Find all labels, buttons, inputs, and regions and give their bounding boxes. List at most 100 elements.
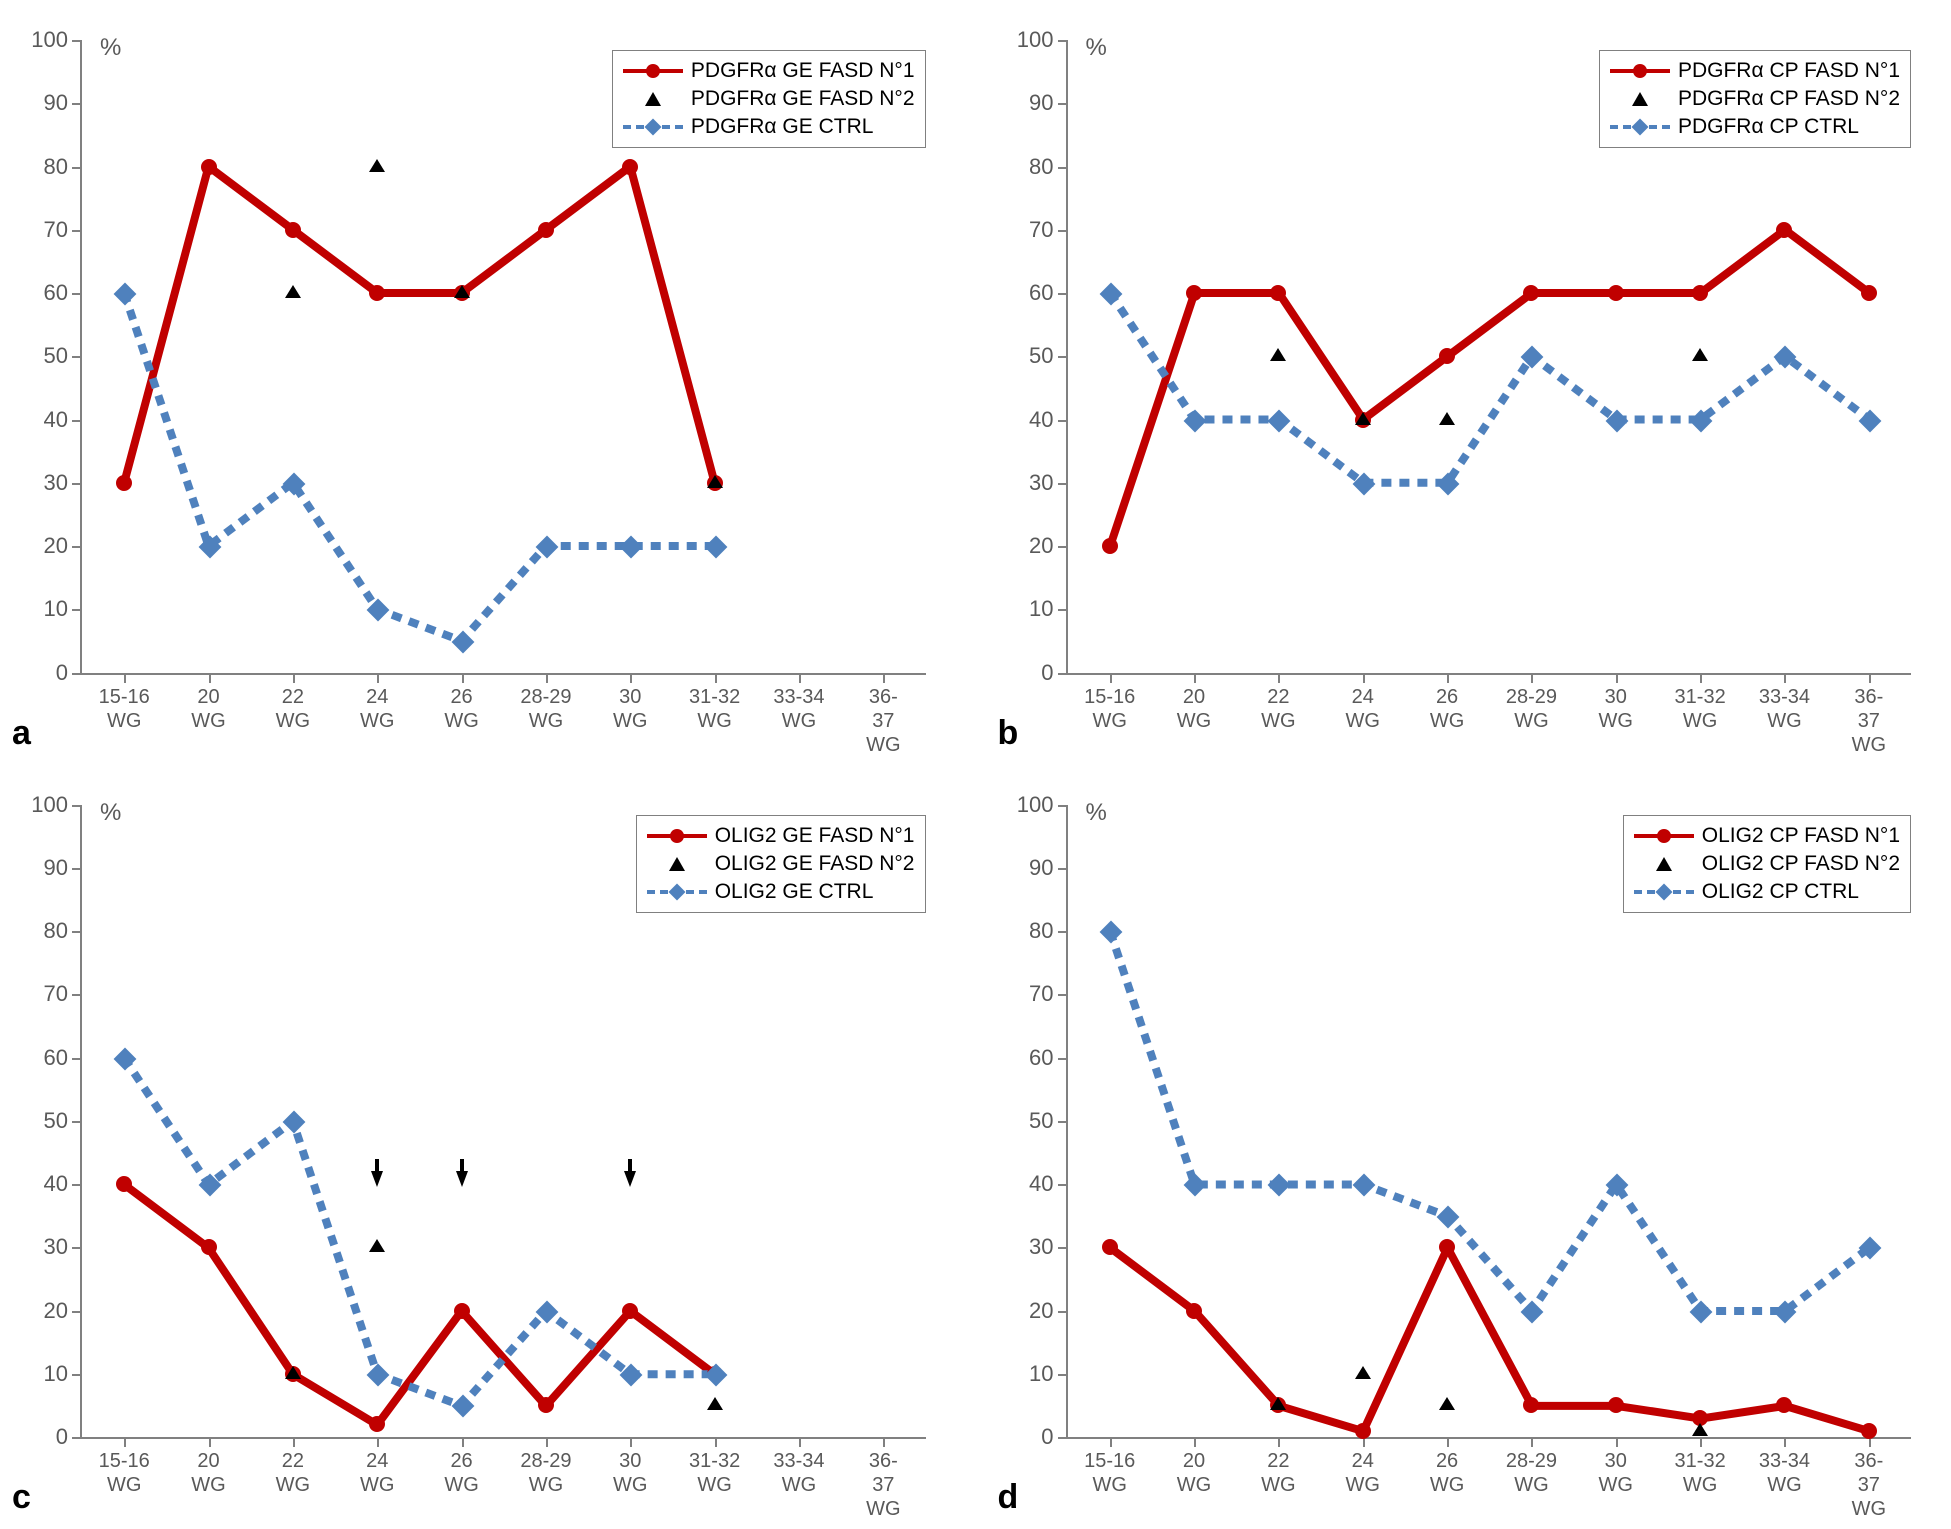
y-tick <box>72 673 80 675</box>
x-axis-label: 30 WG <box>1599 685 1633 733</box>
panel-label-d: d <box>998 1478 1019 1517</box>
marker-triangle <box>1355 412 1371 425</box>
x-tick <box>1616 675 1618 683</box>
x-tick <box>799 1439 801 1447</box>
y-axis-label: 60 <box>1029 280 1053 306</box>
legend-swatch <box>1634 880 1694 904</box>
x-tick <box>209 1439 211 1447</box>
y-axis-label: 100 <box>1017 27 1054 53</box>
marker-circle <box>1102 1239 1118 1255</box>
x-tick <box>1194 675 1196 683</box>
y-tick <box>72 1058 80 1060</box>
marker-circle <box>1861 285 1877 301</box>
y-tick <box>72 103 80 105</box>
marker-circle <box>538 222 554 238</box>
x-axis-label: 20 WG <box>1177 685 1211 733</box>
legend-swatch <box>623 59 683 83</box>
y-tick <box>1058 1121 1066 1123</box>
legend-item: OLIG2 CP FASD N°2 <box>1634 850 1900 878</box>
y-axis-label: 70 <box>44 217 68 243</box>
marker-circle <box>1186 1303 1202 1319</box>
y-tick <box>72 609 80 611</box>
y-axis-label: 100 <box>31 792 68 818</box>
y-tick <box>72 1437 80 1439</box>
marker-circle <box>285 222 301 238</box>
x-tick <box>1869 1439 1871 1447</box>
y-axis-label: 90 <box>1029 90 1053 116</box>
y-tick <box>72 483 80 485</box>
y-tick <box>1058 805 1066 807</box>
x-axis-label: 31-32 WG <box>689 685 740 733</box>
marker-circle <box>1355 1423 1371 1439</box>
x-tick <box>715 1439 717 1447</box>
y-axis-label: 30 <box>44 1234 68 1260</box>
marker-triangle <box>1270 348 1286 361</box>
marker-triangle <box>1439 412 1455 425</box>
y-axis-label: 20 <box>44 1298 68 1324</box>
legend-text: PDGFRα GE FASD N°1 <box>691 59 915 83</box>
legend-swatch <box>623 115 683 139</box>
x-tick <box>293 1439 295 1447</box>
legend-item: OLIG2 CP FASD N°1 <box>1634 822 1900 850</box>
plot-area: 0102030405060708090100%15-16 WG20 WG22 W… <box>1066 805 1912 1440</box>
panel-c: c0102030405060708090100%15-16 WG20 WG22 … <box>20 785 946 1510</box>
y-axis-label: 100 <box>1017 792 1054 818</box>
plot-area: 0102030405060708090100%15-16 WG20 WG22 W… <box>80 40 926 675</box>
x-axis-label: 26 WG <box>444 685 478 733</box>
y-tick <box>72 1247 80 1249</box>
y-axis-label: 100 <box>31 27 68 53</box>
x-axis-label: 20 WG <box>191 1449 225 1497</box>
marker-triangle <box>285 1366 301 1379</box>
series-line-fasd1 <box>1110 230 1869 546</box>
y-axis-label: 70 <box>1029 217 1053 243</box>
legend-swatch <box>1610 87 1670 111</box>
y-axis-label: 80 <box>44 154 68 180</box>
legend-swatch <box>647 852 707 876</box>
arrow-icon <box>624 1171 636 1187</box>
y-tick <box>72 868 80 870</box>
x-tick <box>1110 675 1112 683</box>
y-tick <box>1058 293 1066 295</box>
series-line-fasd1 <box>124 167 714 483</box>
legend-text: OLIG2 CP CTRL <box>1702 880 1859 904</box>
y-tick <box>72 356 80 358</box>
y-tick <box>72 1184 80 1186</box>
legend-swatch <box>1634 824 1694 848</box>
legend-text: OLIG2 CP FASD N°2 <box>1702 852 1900 876</box>
y-tick <box>72 1311 80 1313</box>
legend-text: OLIG2 GE FASD N°2 <box>715 852 915 876</box>
panel-a: a0102030405060708090100%15-16 WG20 WG22 … <box>20 20 946 745</box>
y-tick <box>72 546 80 548</box>
x-axis-label: 36-37 WG <box>1848 685 1890 757</box>
x-axis-label: 31-32 WG <box>689 1449 740 1497</box>
marker-circle <box>1186 285 1202 301</box>
marker-circle <box>201 1239 217 1255</box>
x-axis-label: 33-34 WG <box>1759 685 1810 733</box>
y-axis-label: 60 <box>1029 1045 1053 1071</box>
marker-circle <box>1608 285 1624 301</box>
y-tick <box>1058 420 1066 422</box>
y-tick <box>1058 673 1066 675</box>
y-tick <box>72 931 80 933</box>
y-tick <box>1058 167 1066 169</box>
y-tick <box>1058 1311 1066 1313</box>
marker-circle <box>622 159 638 175</box>
y-axis-label: 80 <box>1029 154 1053 180</box>
x-tick <box>462 675 464 683</box>
x-tick <box>1869 675 1871 683</box>
y-tick <box>1058 1247 1066 1249</box>
legend-item: PDGFRα CP CTRL <box>1610 113 1900 141</box>
y-axis-label: 90 <box>1029 855 1053 881</box>
marker-circle <box>201 159 217 175</box>
x-tick <box>1531 1439 1533 1447</box>
y-tick <box>72 293 80 295</box>
x-tick <box>1531 675 1533 683</box>
x-axis-label: 28-29 WG <box>520 685 571 733</box>
legend-item: PDGFRα GE FASD N°1 <box>623 57 915 85</box>
x-tick <box>630 1439 632 1447</box>
legend-item: PDGFRα GE FASD N°2 <box>623 85 915 113</box>
marker-triangle <box>1355 1366 1371 1379</box>
chart-grid: a0102030405060708090100%15-16 WG20 WG22 … <box>20 20 1931 1509</box>
marker-circle <box>1861 1423 1877 1439</box>
x-axis-label: 22 WG <box>276 1449 310 1497</box>
